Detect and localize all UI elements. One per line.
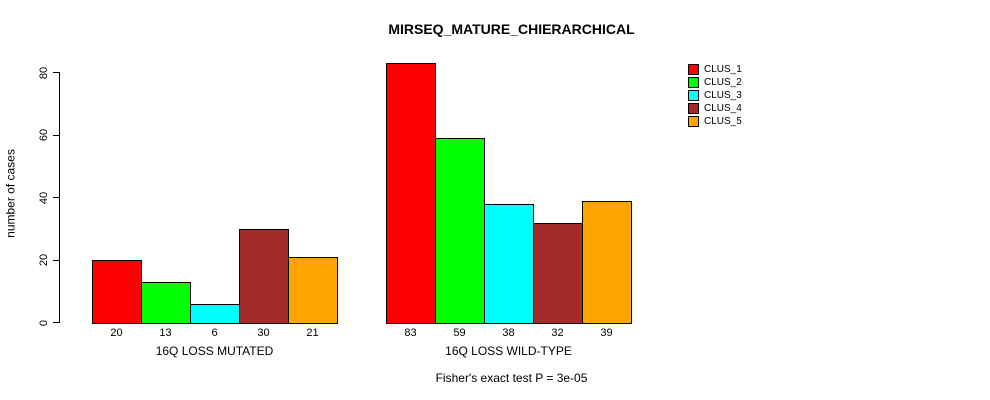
legend-swatch-clus_1 <box>688 64 699 75</box>
y-tick-0 <box>53 322 60 323</box>
bar-value-label: 13 <box>159 327 172 339</box>
bar-clus_3-group2 <box>484 203 534 324</box>
y-tick-20 <box>53 259 60 261</box>
bar-value-label: 59 <box>453 327 466 339</box>
legend-label-clus_3: CLUS_3 <box>704 90 742 101</box>
bar-clus_1-group2 <box>386 63 436 324</box>
footnote-fishers-test: Fisher's exact test P = 3e-05 <box>435 371 588 385</box>
y-tick-40 <box>53 197 60 198</box>
y-tick-label-20: 20 <box>38 253 50 267</box>
bar-clus_4-group1 <box>239 228 289 324</box>
legend-row-clus_2: CLUS_2 <box>688 77 742 88</box>
y-tick-80 <box>53 72 60 73</box>
legend-label-clus_2: CLUS_2 <box>704 77 742 88</box>
y-tick-label-40: 40 <box>38 191 50 204</box>
bar-clus_2-group2 <box>435 138 485 324</box>
legend-swatch-clus_4 <box>688 103 699 114</box>
bar-value-label: 21 <box>306 327 319 339</box>
y-tick-60 <box>53 134 60 136</box>
chart-title: MIRSEQ_MATURE_CHIERARCHICAL <box>388 21 635 37</box>
y-tick-label-60: 60 <box>38 128 50 142</box>
legend-label-clus_4: CLUS_4 <box>704 103 742 114</box>
bar-value-label: 83 <box>404 327 417 339</box>
bar-clus_4-group2 <box>533 222 583 324</box>
bar-clus_3-group1 <box>190 303 240 324</box>
x-group-label-wild-type: 16Q LOSS WILD-TYPE <box>445 344 572 358</box>
bar-value-label: 38 <box>502 327 515 339</box>
legend-swatch-clus_3 <box>688 90 699 101</box>
bar-value-label: 32 <box>551 327 564 339</box>
y-tick-label-0: 0 <box>38 319 50 326</box>
legend-swatch-clus_5 <box>688 116 699 127</box>
x-group-label-mutated: 16Q LOSS MUTATED <box>155 344 274 358</box>
legend-row-clus_5: CLUS_5 <box>688 116 742 127</box>
legend-row-clus_1: CLUS_1 <box>688 64 742 75</box>
bar-value-label: 20 <box>110 327 123 339</box>
y-axis-label: number of cases <box>3 149 18 238</box>
legend-label-clus_5: CLUS_5 <box>704 116 742 127</box>
legend-swatch-clus_2 <box>688 77 699 88</box>
bar-clus_2-group1 <box>141 281 191 324</box>
y-tick-label-80: 80 <box>38 66 50 79</box>
bar-value-label: 6 <box>211 327 218 339</box>
legend-label-clus_1: CLUS_1 <box>704 64 742 75</box>
bar-value-label: 30 <box>257 327 270 339</box>
legend-row-clus_4: CLUS_4 <box>688 103 742 114</box>
bar-clus_5-group1 <box>288 256 338 324</box>
bar-value-label: 39 <box>600 327 613 339</box>
legend: CLUS_1 CLUS_2 CLUS_3 CLUS_4 CLUS_5 <box>688 64 742 129</box>
bar-clus_5-group2 <box>582 200 632 324</box>
bar-clus_1-group1 <box>92 260 142 324</box>
legend-row-clus_3: CLUS_3 <box>688 90 742 101</box>
